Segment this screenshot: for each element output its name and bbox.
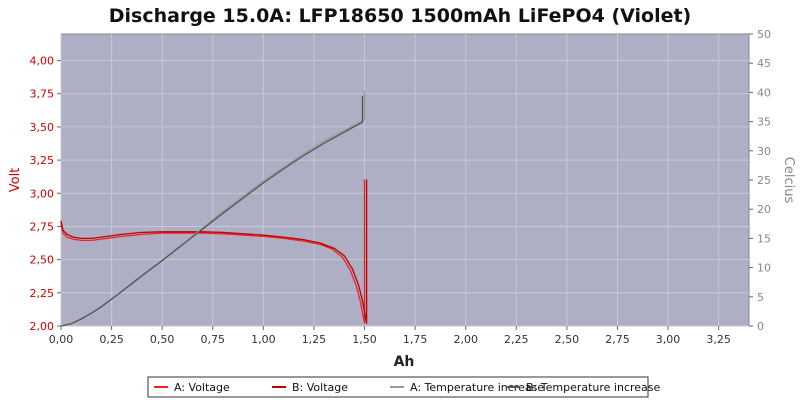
y-left-tick-label: 3,25 (30, 154, 55, 167)
legend-label: A: Temperature increase (410, 381, 544, 394)
x-tick-label: 2,75 (605, 333, 630, 346)
x-tick-label: 0,00 (49, 333, 74, 346)
series-line-2 (60, 179, 368, 324)
y-right-tick-label: 25 (757, 174, 771, 187)
series-lines (60, 90, 368, 327)
x-tick-label: 0,25 (99, 333, 124, 346)
y-right-tick-label: 5 (757, 291, 764, 304)
x-tick-label: 0,50 (150, 333, 175, 346)
series-line-1 (60, 179, 366, 324)
y-left-tick-label: 3,00 (30, 187, 55, 200)
chart-title: Discharge 15.0A: LFP18650 1500mAh LiFePO… (109, 5, 692, 27)
y-right-tick-label: 0 (757, 320, 764, 333)
legend: A: Voltage B: Voltage A: Temperature incre… (147, 376, 661, 398)
y-left-tick-label: 4,00 (30, 55, 55, 68)
y-left-tick-label: 2,25 (30, 287, 55, 300)
y-right-tick-label: 35 (757, 116, 771, 129)
y-right-axis-label: Celcius (781, 157, 796, 204)
y-right-tick-label: 45 (757, 57, 771, 70)
x-axis-label: Ah (394, 354, 415, 370)
x-tick-label: 3,25 (706, 333, 731, 346)
x-tick-label: 1,25 (302, 333, 327, 346)
x-tick-label: 2,25 (504, 333, 529, 346)
x-tick-label: 1,00 (251, 333, 276, 346)
y-left-tick-label: 3,50 (30, 121, 55, 134)
x-tick-label: 2,50 (555, 333, 580, 346)
legend-label: B: Temperature increase (526, 381, 661, 394)
grid-lines (60, 34, 749, 327)
y-right-tick-label: 40 (757, 86, 771, 99)
y-right-tick-label: 15 (757, 232, 771, 245)
y-right-tick-label: 30 (757, 145, 771, 158)
x-tick-label: 2,00 (453, 333, 478, 346)
legend-label: B: Voltage (292, 381, 348, 394)
x-tick-label: 0,75 (201, 333, 226, 346)
y-right-tick-label: 20 (757, 203, 771, 216)
y-right-tick-label: 10 (757, 262, 771, 275)
legend-label: A: Voltage (174, 381, 230, 394)
y-left-tick-label: 2,50 (30, 254, 55, 267)
y-left-tick-label: 2,00 (30, 320, 55, 333)
y-left-tick-label: 3,75 (30, 88, 55, 101)
y-right-tick-label: 50 (757, 28, 771, 41)
x-tick-label: 1,50 (352, 333, 377, 346)
x-tick-label: 1,75 (403, 333, 428, 346)
y-left-axis-label: Volt (8, 168, 23, 193)
plot-area (60, 33, 750, 327)
y-left-tick-label: 2,75 (30, 220, 55, 233)
axes: 0,00 0,25 0,50 0,75 1,00 1,25 1,50 1,75 2,00 2,25… (30, 28, 772, 346)
series-line-4 (60, 95, 364, 327)
x-tick-label: 3,00 (656, 333, 681, 346)
